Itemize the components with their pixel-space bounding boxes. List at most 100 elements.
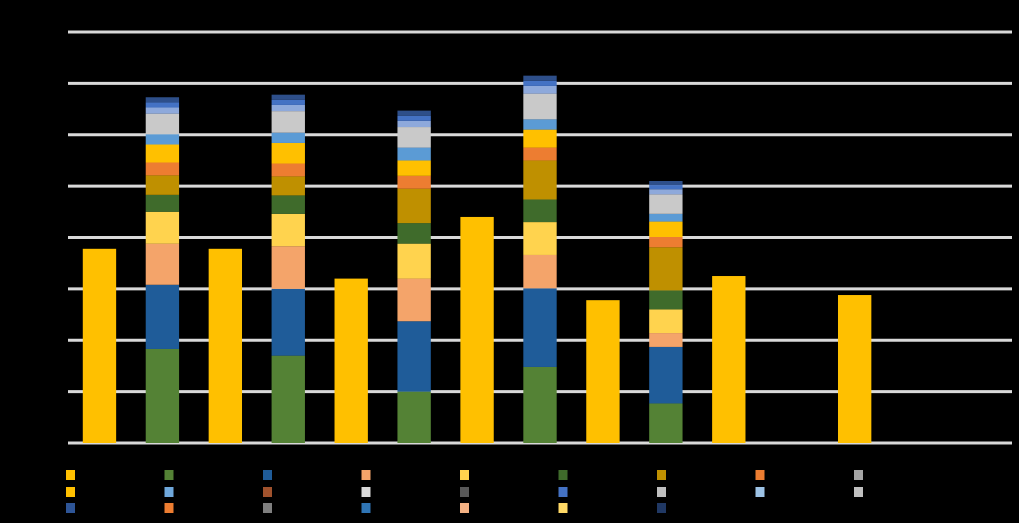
bar-segment	[523, 75, 557, 81]
bar-segment	[649, 213, 683, 222]
bar-segment	[271, 142, 305, 164]
bar-segment	[649, 333, 683, 347]
bar-segment	[145, 144, 180, 163]
bar-segment	[82, 248, 117, 443]
bar-segment	[271, 104, 305, 112]
bar-segment	[145, 194, 180, 212]
bar-segment	[397, 278, 431, 322]
bar-segment	[649, 247, 683, 291]
bar-segment	[649, 185, 683, 190]
bar-segment	[523, 288, 557, 367]
bar-segment	[271, 111, 305, 133]
bar-segment	[271, 195, 305, 214]
legend-swatch	[361, 470, 371, 480]
legend-swatch	[164, 487, 174, 497]
bar-segment	[523, 147, 557, 161]
bar-segment	[523, 119, 557, 130]
bar-segment	[271, 288, 305, 356]
bar-segment	[397, 175, 431, 189]
bar-segment	[397, 391, 431, 443]
bar-segment	[523, 160, 557, 200]
bar-segment	[586, 300, 620, 443]
bar-segment	[271, 246, 305, 289]
bar-segment	[523, 366, 557, 443]
bar-segment	[460, 216, 494, 443]
legend-swatch	[263, 470, 272, 480]
bar-segment	[145, 102, 180, 108]
bar-segment	[271, 213, 305, 247]
bar-segment	[649, 194, 683, 214]
bars	[82, 75, 872, 443]
legend-swatch	[66, 503, 75, 513]
legend-swatch	[657, 487, 666, 497]
bar-segment	[649, 346, 683, 404]
legend-swatch	[263, 503, 272, 513]
bar-segment	[145, 243, 180, 285]
bar-segment	[649, 189, 683, 195]
bar-segment	[397, 115, 431, 121]
legend-swatch	[361, 487, 371, 497]
bar-segment	[712, 276, 746, 443]
legend-swatch	[755, 470, 765, 480]
bar-segment	[649, 221, 683, 237]
bar-segment	[523, 254, 557, 289]
bar-segment	[271, 99, 305, 105]
legend-swatch	[164, 470, 174, 480]
bar-segment	[145, 348, 180, 443]
bar-segment	[271, 132, 305, 143]
bar-segment	[397, 188, 431, 224]
bar-segment	[523, 129, 557, 148]
bar-segment	[649, 290, 683, 310]
legend-swatch	[657, 470, 666, 480]
bar-segment	[649, 236, 683, 248]
bar-segment	[397, 160, 431, 176]
legend	[66, 470, 863, 513]
bar-segment	[649, 180, 683, 186]
legend-swatch	[263, 487, 272, 497]
bar-segment	[145, 284, 180, 349]
bar-segment	[145, 107, 180, 114]
legend-swatch	[657, 503, 666, 513]
bar-segment	[397, 243, 431, 279]
bar-segment	[397, 147, 431, 161]
bar-segment	[208, 248, 243, 443]
bar-segment	[837, 295, 872, 443]
legend-swatch	[460, 503, 469, 513]
bar-segment	[649, 309, 683, 334]
bar-segment	[523, 85, 557, 94]
bar-segment	[523, 80, 557, 86]
bar-segment	[523, 222, 557, 255]
bar-segment	[397, 127, 431, 148]
bar-segment	[271, 355, 305, 443]
bar-segment	[145, 175, 180, 195]
legend-swatch	[854, 487, 863, 497]
bar-segment	[397, 120, 431, 128]
bar-segment	[271, 163, 305, 177]
bar-segment	[397, 321, 431, 392]
legend-swatch	[361, 503, 371, 513]
legend-swatch	[558, 503, 568, 513]
bar-segment	[145, 211, 180, 244]
bar-segment	[145, 134, 180, 145]
legend-swatch	[854, 470, 863, 480]
bar-segment	[397, 110, 431, 116]
legend-swatch	[558, 487, 568, 497]
bar-segment	[523, 199, 557, 223]
bar-segment	[334, 278, 368, 443]
bar-segment	[649, 403, 683, 443]
legend-swatch	[460, 487, 469, 497]
bar-segment	[523, 93, 557, 120]
bar-segment	[145, 113, 180, 135]
bar-segment	[271, 94, 305, 100]
legend-swatch	[164, 503, 174, 513]
bar-segment	[145, 162, 180, 176]
legend-swatch	[460, 470, 469, 480]
bar-segment	[397, 223, 431, 244]
legend-swatch	[558, 470, 568, 480]
bar-segment	[145, 97, 180, 103]
bar-segment	[271, 176, 305, 196]
legend-swatch	[755, 487, 765, 497]
legend-swatch	[66, 487, 75, 497]
